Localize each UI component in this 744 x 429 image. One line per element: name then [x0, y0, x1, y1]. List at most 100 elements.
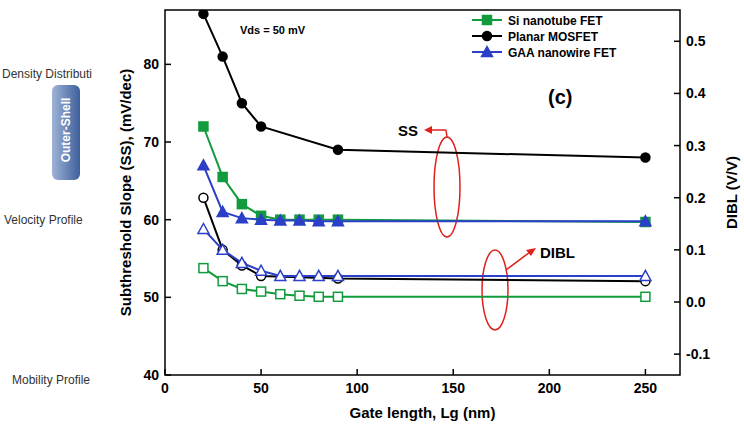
data-point [257, 287, 266, 296]
data-point [256, 214, 267, 224]
x-tick [549, 369, 551, 375]
series-line [203, 229, 645, 276]
data-point [332, 216, 343, 226]
data-point [237, 99, 246, 108]
annotation: DIBL [540, 244, 575, 261]
x-tick-label: 0 [161, 380, 169, 396]
y-tick [165, 374, 171, 376]
shell-decoration [52, 85, 80, 180]
data-point [217, 244, 228, 254]
data-point [199, 264, 208, 273]
x-tick-label: 100 [345, 380, 369, 396]
y-tick-label: 50 [143, 289, 159, 305]
legend-marker [482, 47, 493, 57]
annotation: Vds = 50 mV [240, 24, 306, 36]
data-point [217, 206, 228, 216]
data-point [198, 224, 209, 234]
legend-marker [483, 32, 492, 41]
ss-arrowhead [424, 126, 432, 134]
x-tick [260, 369, 262, 375]
data-point [333, 145, 342, 154]
legend-marker [483, 16, 492, 25]
data-layer [198, 10, 651, 301]
legend-label: GAA nanowire FET [508, 46, 617, 60]
data-point [236, 257, 247, 267]
y-tick-label: 40 [143, 367, 159, 383]
data-point [218, 172, 227, 181]
data-point [237, 284, 246, 293]
y2-tick [674, 249, 680, 251]
y-axis-title: Subthreshold Slope (SS), (mV/dec) [117, 69, 134, 317]
y2-tick [674, 301, 680, 303]
data-point [313, 270, 324, 280]
x-tick-label: 50 [253, 380, 269, 396]
series-line [203, 14, 645, 158]
series-line [203, 126, 645, 222]
data-point [275, 270, 286, 280]
data-point [218, 277, 227, 286]
y2-tick [674, 197, 680, 199]
legend-label: Si nanotube FET [508, 14, 603, 28]
y2-tick [674, 353, 680, 355]
data-point [332, 270, 343, 280]
dibl-arrowhead [526, 248, 536, 256]
dibl-arrow [506, 252, 530, 270]
x-axis-title: Gate length, Lg (nm) [350, 404, 496, 421]
data-point [199, 193, 208, 202]
data-point [295, 215, 304, 224]
chart: Density DistributiVelocity ProfileMobili… [0, 0, 744, 429]
x-tick [164, 369, 166, 375]
y2-tick [674, 145, 680, 147]
y-tick [165, 297, 171, 299]
data-point [314, 292, 323, 301]
annotation: SS [398, 122, 418, 139]
y-tick-label: 70 [143, 134, 159, 150]
data-point [199, 10, 208, 18]
y-tick [165, 141, 171, 143]
annotation: (c) [548, 86, 572, 108]
x-tick [645, 369, 647, 375]
y2-axis-title: DIBL (V/V) [723, 156, 740, 229]
data-point [198, 160, 209, 170]
data-point [256, 265, 267, 275]
annotation: Mobility Profile [12, 373, 90, 387]
data-point [333, 292, 342, 301]
x-tick-label: 150 [442, 380, 466, 396]
data-point [276, 290, 285, 299]
data-point [641, 153, 650, 162]
data-point [313, 216, 324, 226]
data-point [199, 122, 208, 131]
y2-tick-label: 0.2 [686, 190, 706, 206]
y2-tick [674, 93, 680, 95]
y-tick [165, 219, 171, 221]
y2-tick-label: 0.1 [686, 242, 706, 258]
y-tick [165, 64, 171, 66]
data-point [237, 200, 246, 209]
y2-tick [674, 41, 680, 43]
ss-arrow [446, 130, 447, 137]
y-tick-label: 60 [143, 212, 159, 228]
annotation: Outer-Shell [59, 98, 73, 163]
y2-tick-label: 0.0 [686, 294, 706, 310]
data-point [295, 291, 304, 300]
annotation: Density Distributi [2, 67, 92, 81]
y-tick-label: 80 [143, 56, 159, 72]
x-tick [452, 369, 454, 375]
data-point [218, 52, 227, 61]
x-tick-label: 250 [634, 380, 658, 396]
data-point [294, 270, 305, 280]
y2-tick-label: 0.3 [686, 138, 706, 154]
y2-tick-label: -0.1 [686, 346, 710, 362]
data-point [275, 215, 286, 225]
series-line [203, 165, 645, 221]
y2-tick-label: 0.4 [686, 85, 706, 101]
data-point [236, 213, 247, 223]
y2-tick-label: 0.5 [686, 33, 706, 49]
data-point [294, 215, 305, 225]
data-point [640, 216, 651, 226]
data-point [641, 292, 650, 301]
dibl-ellipse [482, 250, 508, 330]
legend-label: Planar MOSFET [508, 30, 599, 44]
plot-frame [165, 10, 680, 375]
data-point [276, 215, 285, 224]
